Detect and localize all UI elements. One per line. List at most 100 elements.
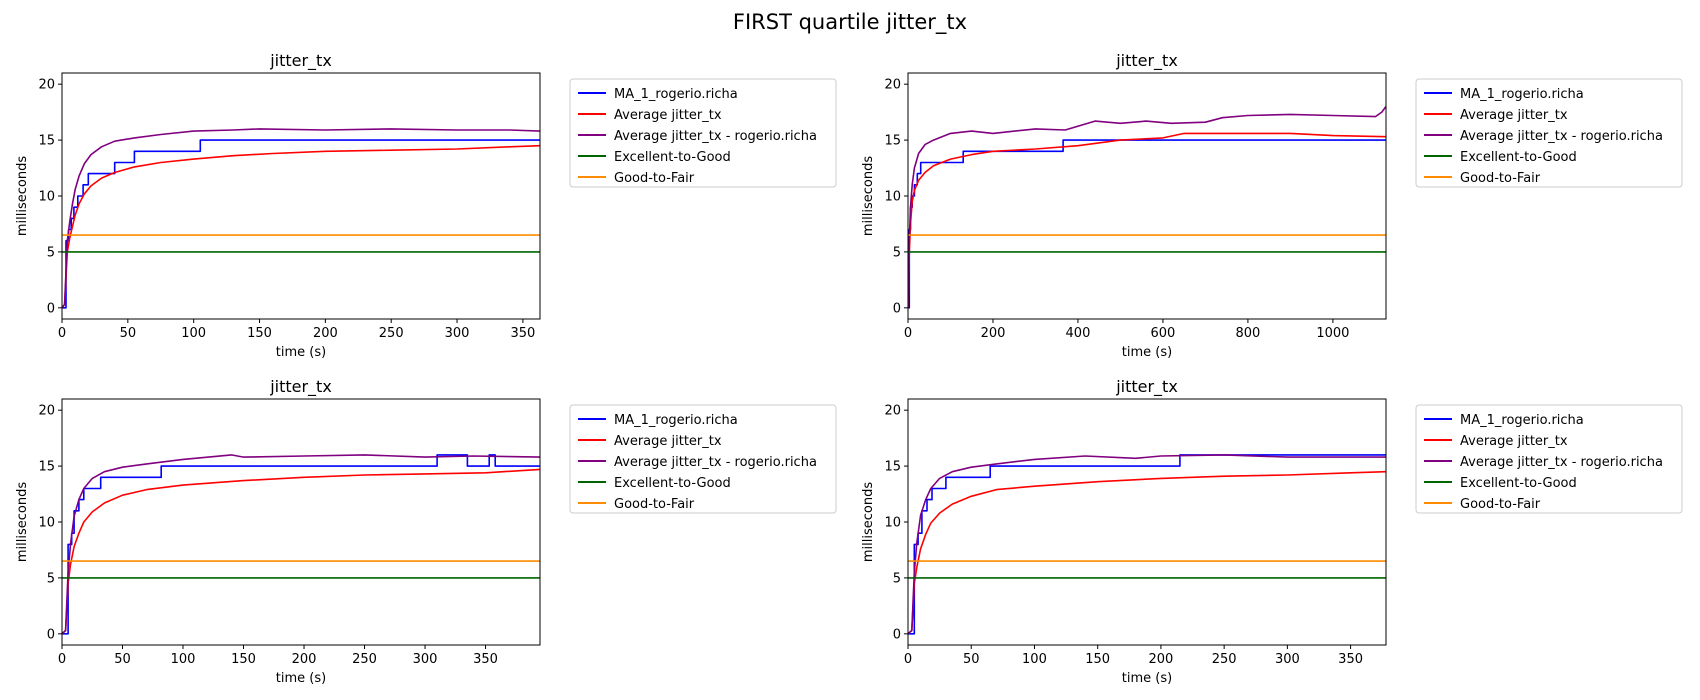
x-tick-label: 0 xyxy=(904,326,912,341)
y-tick-label: 10 xyxy=(884,190,901,205)
legend-label: Average jitter_tx xyxy=(1460,434,1568,449)
plot-area xyxy=(908,106,1386,309)
x-tick-label: 200 xyxy=(292,652,317,667)
legend: MA_1_rogerio.richa Average jitter_tx Avera… xyxy=(569,404,837,514)
x-axis-label: time (s) xyxy=(276,345,326,360)
axes-frame xyxy=(907,398,1387,646)
x-tick-label: 0 xyxy=(58,326,66,341)
x-tick-label: 1000 xyxy=(1316,326,1349,341)
y-tick-label: 15 xyxy=(884,460,901,475)
subplot-title: jitter_tx xyxy=(1115,377,1178,397)
x-tick-label: 400 xyxy=(1066,326,1091,341)
legend-label: Excellent-to-Good xyxy=(614,476,731,491)
x-tick-label: 50 xyxy=(963,652,980,667)
subplot-4: 0 50 100 150 200 250 300 350 0 5 10 15 20 jitter_txti… xyxy=(861,377,1683,686)
y-axis-label: milliseconds xyxy=(15,482,30,562)
legend-label: Average jitter_tx xyxy=(1460,108,1568,123)
x-tick-label: 300 xyxy=(1275,652,1300,667)
x-tick-label: 0 xyxy=(58,652,66,667)
y-tick-label: 10 xyxy=(38,190,55,205)
y-axis-label: milliseconds xyxy=(15,156,30,236)
plot-area xyxy=(908,454,1386,635)
legend-label: Excellent-to-Good xyxy=(1460,150,1577,165)
y-tick-label: 20 xyxy=(38,404,55,419)
plot-area xyxy=(62,454,540,635)
axes-frame xyxy=(61,398,541,646)
x-tick-label: 100 xyxy=(1022,652,1047,667)
x-tick-label: 200 xyxy=(981,326,1006,341)
legend-label: Average jitter_tx - rogerio.richa xyxy=(1460,129,1663,144)
y-tick-label: 0 xyxy=(893,301,901,316)
y-axis-label: milliseconds xyxy=(861,482,876,562)
x-tick-label: 300 xyxy=(413,652,438,667)
figure-title: FIRST quartile jitter_tx xyxy=(732,10,968,34)
legend-label: MA_1_rogerio.richa xyxy=(1460,413,1584,428)
legend-label: Average jitter_tx xyxy=(614,434,722,449)
series-line-1 xyxy=(62,139,540,309)
x-tick-label: 200 xyxy=(313,326,338,341)
series-line-1 xyxy=(908,139,1386,309)
x-tick-label: 250 xyxy=(1212,652,1237,667)
series-line-1 xyxy=(62,454,540,635)
legend: MA_1_rogerio.richa Average jitter_tx Avera… xyxy=(569,78,837,188)
series-line-2 xyxy=(908,132,1386,308)
x-tick-label: 350 xyxy=(473,652,498,667)
x-axis-label: time (s) xyxy=(1122,345,1172,360)
legend-label: Average jitter_tx - rogerio.richa xyxy=(614,455,817,470)
y-tick-label: 5 xyxy=(47,245,55,260)
y-tick-label: 20 xyxy=(884,404,901,419)
x-axis-label: time (s) xyxy=(1122,671,1172,686)
series-line-3 xyxy=(62,454,540,635)
legend-label: Average jitter_tx xyxy=(614,108,722,123)
y-tick-label: 0 xyxy=(47,301,55,316)
x-tick-label: 0 xyxy=(904,652,912,667)
x-tick-label: 50 xyxy=(114,652,131,667)
y-tick-label: 20 xyxy=(38,78,55,93)
x-tick-label: 50 xyxy=(120,326,137,341)
y-tick-label: 20 xyxy=(884,78,901,93)
y-tick-label: 10 xyxy=(884,516,901,531)
x-tick-label: 100 xyxy=(181,326,206,341)
x-tick-label: 250 xyxy=(379,326,404,341)
series-line-2 xyxy=(908,470,1386,635)
series-line-2 xyxy=(62,468,540,635)
axes-frame xyxy=(61,72,541,320)
y-tick-label: 15 xyxy=(38,460,55,475)
y-tick-label: 0 xyxy=(893,627,901,642)
legend-label: Average jitter_tx - rogerio.richa xyxy=(1460,455,1663,470)
y-tick-label: 5 xyxy=(893,245,901,260)
x-axis-label: time (s) xyxy=(276,671,326,686)
x-tick-label: 350 xyxy=(510,326,535,341)
subplot-title: jitter_tx xyxy=(1115,51,1178,71)
plot-area xyxy=(62,128,540,309)
y-tick-label: 5 xyxy=(47,571,55,586)
y-tick-label: 15 xyxy=(884,134,901,149)
legend-box xyxy=(569,78,837,188)
legend-box xyxy=(1415,78,1683,188)
x-tick-label: 100 xyxy=(171,652,196,667)
legend-label: MA_1_rogerio.richa xyxy=(614,413,738,428)
legend-label: Good-to-Fair xyxy=(614,171,695,186)
series-line-3 xyxy=(62,128,540,309)
legend-label: MA_1_rogerio.richa xyxy=(614,87,738,102)
legend-label: Good-to-Fair xyxy=(1460,497,1541,512)
legend-label: MA_1_rogerio.richa xyxy=(1460,87,1584,102)
x-tick-label: 350 xyxy=(1338,652,1363,667)
legend: MA_1_rogerio.richa Average jitter_tx Avera… xyxy=(1415,78,1683,188)
x-tick-label: 800 xyxy=(1235,326,1260,341)
subplot-3: 0 50 100 150 200 250 300 350 0 5 10 15 20 jitter_txti… xyxy=(15,377,837,686)
legend-label: Excellent-to-Good xyxy=(1460,476,1577,491)
x-tick-label: 200 xyxy=(1148,652,1173,667)
legend: MA_1_rogerio.richa Average jitter_tx Avera… xyxy=(1415,404,1683,514)
x-tick-label: 300 xyxy=(445,326,470,341)
axes-frame xyxy=(907,72,1387,320)
series-line-2 xyxy=(62,144,540,309)
y-tick-label: 5 xyxy=(893,571,901,586)
series-line-3 xyxy=(908,106,1386,308)
series-line-3 xyxy=(908,454,1386,635)
legend-box xyxy=(569,404,837,514)
x-tick-label: 250 xyxy=(352,652,377,667)
y-tick-label: 0 xyxy=(47,627,55,642)
